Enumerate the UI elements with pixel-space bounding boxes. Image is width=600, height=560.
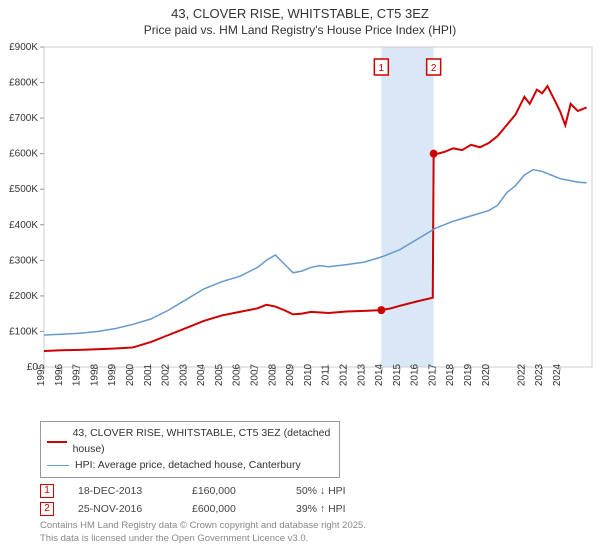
x-tick-label: 2009 [285, 363, 296, 386]
y-tick-label: £100K [9, 326, 38, 337]
legend-row: HPI: Average price, detached house, Cant… [47, 458, 333, 474]
x-tick-label: 2011 [321, 364, 332, 386]
attribution-line2: This data is licensed under the Open Gov… [40, 533, 588, 545]
legend-swatch [47, 441, 67, 443]
y-tick-label: £700K [9, 113, 38, 124]
x-tick-label: 1999 [107, 363, 118, 386]
attribution-line1: Contains HM Land Registry data © Crown c… [40, 520, 588, 532]
x-tick-label: 2013 [356, 363, 367, 386]
tx-diff: 50% ↓ HPI [296, 485, 396, 497]
x-tick-label: 1995 [36, 363, 47, 386]
highlight-band [381, 47, 433, 367]
x-tick-label: 2023 [534, 363, 545, 386]
y-tick-label: £300K [9, 255, 38, 266]
x-tick-label: 2014 [374, 363, 385, 386]
price-chart: £0£100K£200K£300K£400K£500K£600K£700K£80… [0, 37, 600, 417]
x-tick-label: 2020 [481, 363, 492, 386]
y-tick-label: £400K [9, 220, 38, 231]
transaction-row: 2 25-NOV-2016 £600,000 39% ↑ HPI [40, 502, 588, 516]
attribution: Contains HM Land Registry data © Crown c… [40, 520, 588, 545]
x-tick-label: 2024 [552, 363, 563, 386]
y-tick-label: £900K [9, 42, 38, 53]
y-tick-label: £500K [9, 184, 38, 195]
tx-date: 25-NOV-2016 [78, 503, 168, 515]
x-tick-label: 2015 [392, 363, 403, 386]
title-sub: Price paid vs. HM Land Registry's House … [0, 23, 600, 37]
title-main: 43, CLOVER RISE, WHITSTABLE, CT5 3EZ [0, 6, 600, 21]
tx-marker: 2 [40, 502, 54, 516]
x-tick-label: 1997 [72, 363, 83, 386]
x-tick-label: 2001 [143, 363, 154, 386]
plot-border [44, 47, 592, 367]
x-tick-label: 2019 [463, 363, 474, 386]
marker-label-2: 2 [431, 63, 437, 74]
series-price_paid [44, 86, 587, 351]
chart-container: £0£100K£200K£300K£400K£500K£600K£700K£80… [0, 37, 600, 417]
marker-dot-2 [430, 150, 438, 158]
marker-dot-1 [377, 306, 385, 314]
x-tick-label: 2007 [250, 363, 261, 386]
tx-price: £160,000 [192, 485, 272, 497]
series-hpi [44, 170, 587, 335]
x-tick-label: 2012 [338, 363, 349, 386]
marker-label-1: 1 [379, 63, 385, 74]
x-tick-label: 2000 [125, 363, 136, 386]
x-tick-label: 2018 [445, 363, 456, 386]
tx-price: £600,000 [192, 503, 272, 515]
x-tick-label: 1998 [89, 363, 100, 386]
x-tick-label: 2003 [178, 363, 189, 386]
x-tick-label: 2017 [427, 363, 438, 386]
x-tick-label: 2006 [232, 363, 243, 386]
x-tick-label: 2022 [516, 363, 527, 386]
x-tick-label: 2016 [410, 363, 421, 386]
legend-swatch [47, 465, 69, 466]
legend-label: HPI: Average price, detached house, Cant… [75, 458, 301, 474]
y-tick-label: £800K [9, 78, 38, 89]
x-tick-label: 2004 [196, 363, 207, 386]
transaction-row: 1 18-DEC-2013 £160,000 50% ↓ HPI [40, 484, 588, 498]
chart-titles: 43, CLOVER RISE, WHITSTABLE, CT5 3EZ Pri… [0, 0, 600, 37]
x-tick-label: 2002 [161, 363, 172, 386]
tx-diff: 39% ↑ HPI [296, 503, 396, 515]
legend-row: 43, CLOVER RISE, WHITSTABLE, CT5 3EZ (de… [47, 426, 333, 458]
legend: 43, CLOVER RISE, WHITSTABLE, CT5 3EZ (de… [40, 421, 340, 478]
x-tick-label: 1996 [54, 363, 65, 386]
tx-date: 18-DEC-2013 [78, 485, 168, 497]
x-tick-label: 2010 [303, 363, 314, 386]
legend-label: 43, CLOVER RISE, WHITSTABLE, CT5 3EZ (de… [73, 426, 333, 458]
x-tick-label: 2005 [214, 363, 225, 386]
x-tick-label: 2008 [267, 363, 278, 386]
tx-marker: 1 [40, 484, 54, 498]
transactions-table: 1 18-DEC-2013 £160,000 50% ↓ HPI 2 25-NOV-201… [40, 484, 588, 516]
y-tick-label: £200K [9, 291, 38, 302]
y-tick-label: £600K [9, 149, 38, 160]
